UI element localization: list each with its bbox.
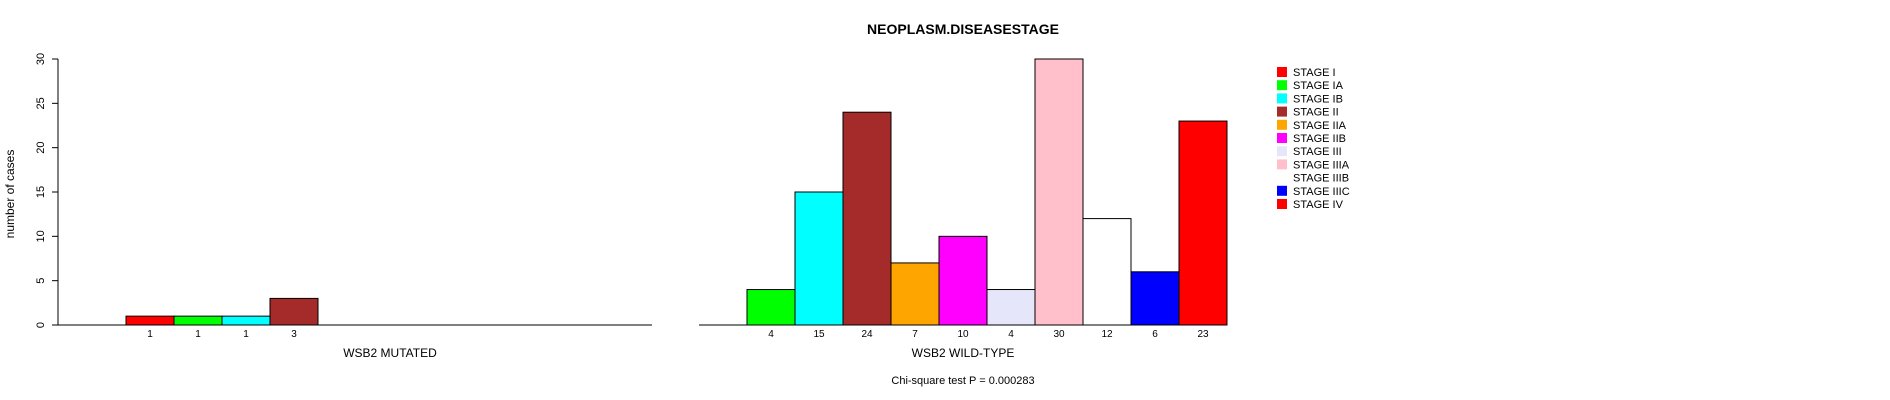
legend-swatch <box>1277 159 1287 170</box>
bar-count-label: 10 <box>957 329 969 340</box>
legend-swatch <box>1277 80 1287 91</box>
bar-stage-iia <box>890 262 940 326</box>
bar-stage-i <box>125 315 175 326</box>
legend-label: STAGE I <box>1293 67 1336 79</box>
y-tick-label: 5 <box>35 278 47 284</box>
bar-stage-ib <box>221 315 271 326</box>
legend-label: STAGE IIIA <box>1293 159 1350 171</box>
bar-stage-ii <box>269 297 319 326</box>
bar-count-label: 1 <box>243 329 249 340</box>
y-tick-label: 10 <box>35 230 47 242</box>
bar-count-label: 15 <box>813 329 825 340</box>
bar-stage-iiia <box>1034 58 1084 326</box>
legend-label: STAGE IIIB <box>1293 173 1349 185</box>
bar-count-label: 23 <box>1197 329 1209 340</box>
legend-swatch <box>1277 67 1287 77</box>
panel-wsb2-mutated: 1 1 1 3 <box>58 297 652 340</box>
legend-swatch <box>1277 133 1287 143</box>
y-tick-label: 25 <box>35 97 47 109</box>
bar-stage-iib <box>938 235 988 326</box>
y-axis-label: number of cases <box>3 150 17 239</box>
legend-label: STAGE IIIC <box>1293 186 1350 198</box>
bar-stage-iiib <box>1082 218 1132 326</box>
bar-stage-ia <box>746 289 796 326</box>
bar-count-label: 1 <box>195 329 201 340</box>
bar-count-label: 12 <box>1101 329 1113 340</box>
bar-count-label: 4 <box>1008 329 1014 340</box>
y-tick-label: 15 <box>35 186 47 198</box>
bar-count-label: 7 <box>912 329 918 340</box>
legend-swatch <box>1277 93 1287 104</box>
y-tick-label: 20 <box>35 142 47 154</box>
bar-count-label: 4 <box>768 329 774 340</box>
bar-stage-iii <box>986 289 1036 326</box>
legend-swatch <box>1277 172 1287 183</box>
bar-count-label: 24 <box>861 329 873 340</box>
legend-label: STAGE IB <box>1293 93 1343 105</box>
panel-1-x-label: WSB2 MUTATED <box>343 346 437 360</box>
y-tick-label: 30 <box>35 53 47 65</box>
chi-square-footer: Chi-square test P = 0.000283 <box>891 375 1034 387</box>
legend-label: STAGE IIA <box>1293 120 1347 132</box>
bar-stage-ib <box>794 191 844 326</box>
bar-stage-iv <box>1178 120 1228 326</box>
bar-stage-iiic <box>1130 271 1180 326</box>
y-axis: 0 5 10 15 20 25 30 <box>35 53 59 328</box>
legend-swatch <box>1277 146 1287 157</box>
legend-swatch <box>1277 199 1287 209</box>
panel-2-x-label: WSB2 WILD-TYPE <box>912 346 1015 360</box>
legend-label: STAGE III <box>1293 146 1342 158</box>
bar-count-label: 1 <box>147 329 153 340</box>
chart-title: NEOPLASM.DISEASESTAGE <box>867 21 1059 37</box>
bar-count-label: 6 <box>1152 329 1158 340</box>
bar-count-label: 30 <box>1053 329 1065 340</box>
legend-label: STAGE IV <box>1293 199 1344 211</box>
y-tick-label: 0 <box>35 322 47 328</box>
bar-stage-ia <box>173 315 223 326</box>
legend-label: STAGE IA <box>1293 80 1344 92</box>
legend-swatch <box>1277 185 1287 196</box>
legend-swatch <box>1277 106 1287 117</box>
legend-label: STAGE II <box>1293 107 1339 119</box>
legend-label: STAGE IIB <box>1293 133 1346 145</box>
panel-wsb2-wild-type: 4 15 24 7 10 4 30 12 6 23 <box>699 58 1228 340</box>
bar-stage-ii <box>842 111 892 326</box>
bar-count-label: 3 <box>291 329 297 340</box>
legend-swatch <box>1277 119 1287 130</box>
